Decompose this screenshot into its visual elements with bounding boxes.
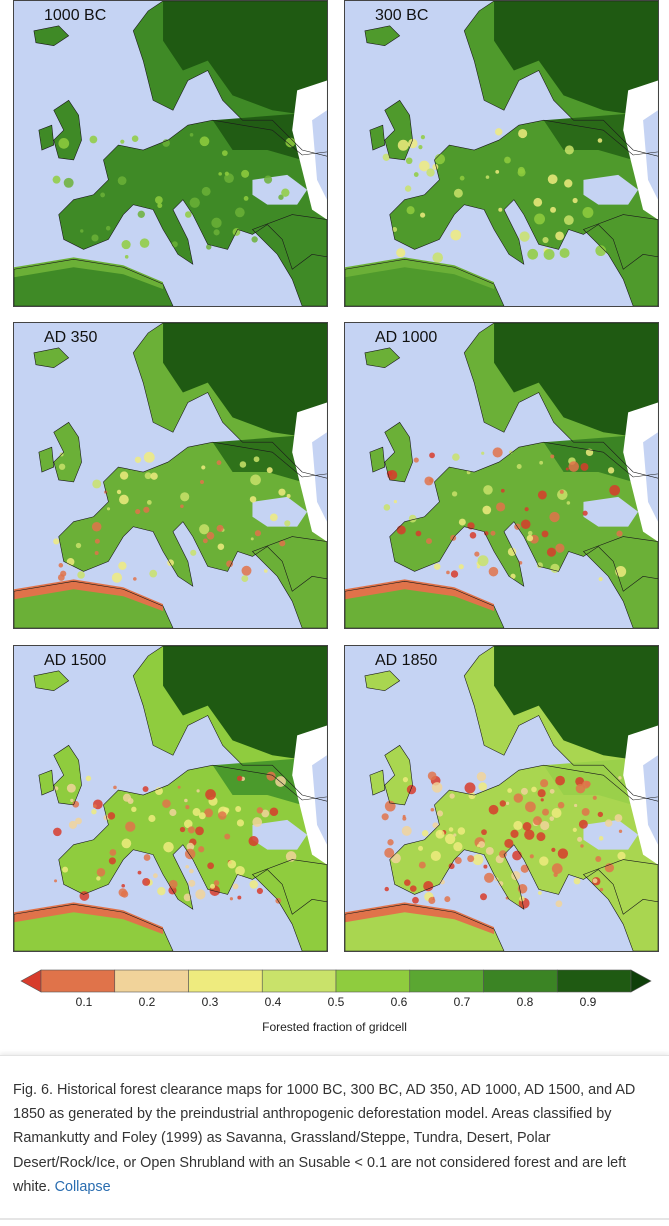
colorbar-segment: [556, 969, 632, 993]
map-panel-ad-1000: AD 1000: [344, 322, 659, 629]
panel-label: AD 1500: [44, 652, 107, 669]
colorbar-segment: [483, 969, 558, 993]
colorbar-tick-label: 0.6: [390, 995, 408, 1009]
colorbar-segment: [40, 969, 116, 993]
europe-map: [14, 646, 327, 951]
panel-label: AD 1850: [375, 652, 438, 669]
europe-map: [14, 323, 327, 628]
collapse-link[interactable]: Collapse: [54, 1178, 111, 1195]
figure-caption: Fig. 6. Historical forest clearance maps…: [13, 1078, 653, 1199]
panel-label: AD 1000: [375, 329, 438, 346]
forest-clearance-figure: 1000 BC 300 BC AD 350 AD 1000 AD 1500 AD…: [13, 0, 659, 1034]
colorbar-segment: [409, 969, 484, 993]
colorbar-segment: [261, 969, 337, 993]
europe-map: [345, 323, 658, 628]
colorbar-segment: [188, 969, 263, 993]
map-panel-1000-bc: 1000 BC: [13, 0, 328, 307]
colorbar-title: Forested fraction of gridcell: [262, 1020, 407, 1034]
colorbar-segment: [114, 969, 189, 993]
colorbar-arrow-high: [630, 969, 652, 993]
panel-label: 1000 BC: [44, 7, 107, 24]
panel-label: AD 350: [44, 329, 98, 346]
colorbar-tick-label: 0.4: [264, 995, 282, 1009]
colorbar-segment: [335, 969, 411, 993]
colorbar-arrow-low: [20, 969, 42, 993]
figure-caption-panel: Fig. 6. Historical forest clearance maps…: [0, 1055, 669, 1226]
europe-map: [345, 646, 658, 951]
colorbar-tick-label: 0.1: [75, 995, 93, 1009]
colorbar-tick-label: 0.8: [516, 995, 534, 1009]
caption-text: Fig. 6. Historical forest clearance maps…: [13, 1082, 636, 1195]
europe-map: [14, 1, 327, 306]
map-panel-ad-1850: AD 1850: [344, 645, 659, 952]
colorbar: [20, 969, 652, 993]
map-panel-ad-1500: AD 1500: [13, 645, 328, 952]
map-panel-300-bc: 300 BC: [344, 0, 659, 307]
colorbar-tick-label: 0.7: [453, 995, 471, 1009]
europe-map: [345, 1, 658, 306]
map-panel-ad-350: AD 350: [13, 322, 328, 629]
colorbar-tick-label: 0.2: [138, 995, 156, 1009]
panel-label: 300 BC: [375, 7, 429, 24]
divider: [0, 1218, 669, 1220]
colorbar-tick-label: 0.3: [201, 995, 219, 1009]
colorbar-tick-label: 0.9: [579, 995, 597, 1009]
colorbar-tick-label: 0.5: [327, 995, 345, 1009]
